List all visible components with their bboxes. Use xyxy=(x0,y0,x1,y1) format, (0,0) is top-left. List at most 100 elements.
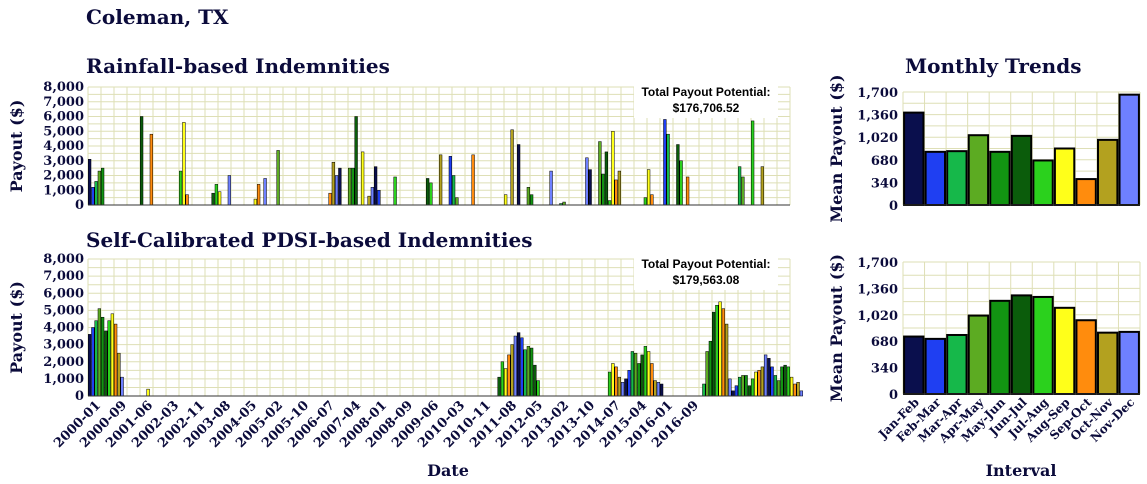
y-tick-label: 1,360 xyxy=(857,282,898,297)
y-tick-label: 0 xyxy=(889,199,898,214)
bar xyxy=(370,187,375,206)
y-tick-label: 4,000 xyxy=(43,321,84,336)
bar xyxy=(763,354,768,397)
bar xyxy=(646,351,651,397)
bar xyxy=(120,376,124,397)
bar xyxy=(377,190,381,206)
y-axis-label: Payout ($) xyxy=(7,100,26,193)
interval-axis-label: Interval xyxy=(986,461,1057,480)
bar xyxy=(650,363,654,397)
bar xyxy=(214,184,219,206)
bar xyxy=(94,320,98,397)
bar xyxy=(520,337,524,397)
y-tick-label: 1,000 xyxy=(43,183,84,198)
bar xyxy=(117,352,121,397)
y-tick-label: 1,700 xyxy=(857,256,898,271)
bar xyxy=(97,308,102,397)
bar xyxy=(367,195,371,206)
bar xyxy=(91,187,95,206)
y-tick-label: 1,700 xyxy=(857,86,898,101)
bar xyxy=(104,330,108,397)
total-payout-label: Total Payout Potential: xyxy=(641,257,770,271)
bar xyxy=(351,167,355,206)
bar xyxy=(614,179,618,206)
y-tick-label: 7,000 xyxy=(43,269,84,284)
bar xyxy=(624,378,628,397)
bar xyxy=(500,361,505,397)
bar xyxy=(513,335,518,397)
bar xyxy=(737,376,742,397)
bar xyxy=(526,187,531,206)
bar xyxy=(510,129,514,206)
bar xyxy=(536,380,540,397)
y-tick-label: 6,000 xyxy=(43,286,84,301)
bar xyxy=(754,371,758,397)
bar xyxy=(516,332,521,397)
trend-bar xyxy=(1075,178,1097,207)
bar xyxy=(773,375,778,397)
bar xyxy=(721,308,726,397)
date-axis-label: Date xyxy=(427,461,469,480)
bar xyxy=(429,182,433,206)
bar xyxy=(471,154,475,206)
bar xyxy=(659,383,664,397)
y-tick-label: 1,000 xyxy=(43,372,84,387)
bar xyxy=(516,144,521,206)
bar xyxy=(617,170,622,206)
bar xyxy=(227,175,232,206)
y-tick-label: 2,000 xyxy=(43,169,84,184)
bar xyxy=(585,157,589,206)
bar xyxy=(354,116,358,206)
bar xyxy=(185,194,189,206)
bar xyxy=(747,385,752,397)
bar xyxy=(451,175,456,206)
bar xyxy=(334,175,339,206)
monthly-trends-title: Monthly Trends xyxy=(905,54,1081,78)
bar xyxy=(614,366,618,397)
bar xyxy=(526,346,531,397)
bar xyxy=(533,364,537,397)
bar xyxy=(276,150,280,206)
trend-bar xyxy=(946,150,968,207)
bar xyxy=(611,131,615,206)
trend-bar xyxy=(1010,134,1033,206)
trend-bar xyxy=(924,337,947,395)
bar xyxy=(799,390,804,397)
y-tick-label: 5,000 xyxy=(43,124,84,139)
y-tick-label: 340 xyxy=(871,176,898,191)
bar xyxy=(438,154,443,206)
bar xyxy=(676,144,680,206)
trend-bar xyxy=(1010,294,1033,396)
bar xyxy=(253,198,258,206)
bar xyxy=(711,311,716,397)
bar xyxy=(724,323,729,397)
y-tick-label: 3,000 xyxy=(43,338,84,353)
bar xyxy=(373,166,378,206)
total-payout-box xyxy=(634,256,778,290)
bar xyxy=(656,382,661,397)
y-tick-label: 680 xyxy=(871,335,898,350)
bar xyxy=(731,390,735,397)
y-tick-label: 0 xyxy=(75,198,84,213)
y-tick-label: 6,000 xyxy=(43,110,84,125)
bar xyxy=(549,170,553,206)
bar xyxy=(789,376,794,397)
bar xyxy=(741,375,745,397)
bar xyxy=(529,347,534,397)
bar xyxy=(750,378,755,397)
bar xyxy=(611,363,615,397)
bar xyxy=(182,122,186,206)
trend-bar xyxy=(924,150,947,207)
bar xyxy=(650,194,654,206)
bar xyxy=(679,160,683,206)
bar xyxy=(139,116,144,206)
bar xyxy=(598,141,602,206)
bar xyxy=(750,120,755,206)
bar xyxy=(757,370,761,397)
bar xyxy=(767,358,771,397)
bar xyxy=(100,316,105,397)
bar xyxy=(107,320,111,397)
bar xyxy=(760,366,765,397)
y-axis-label: Mean Payout ($) xyxy=(827,254,846,402)
